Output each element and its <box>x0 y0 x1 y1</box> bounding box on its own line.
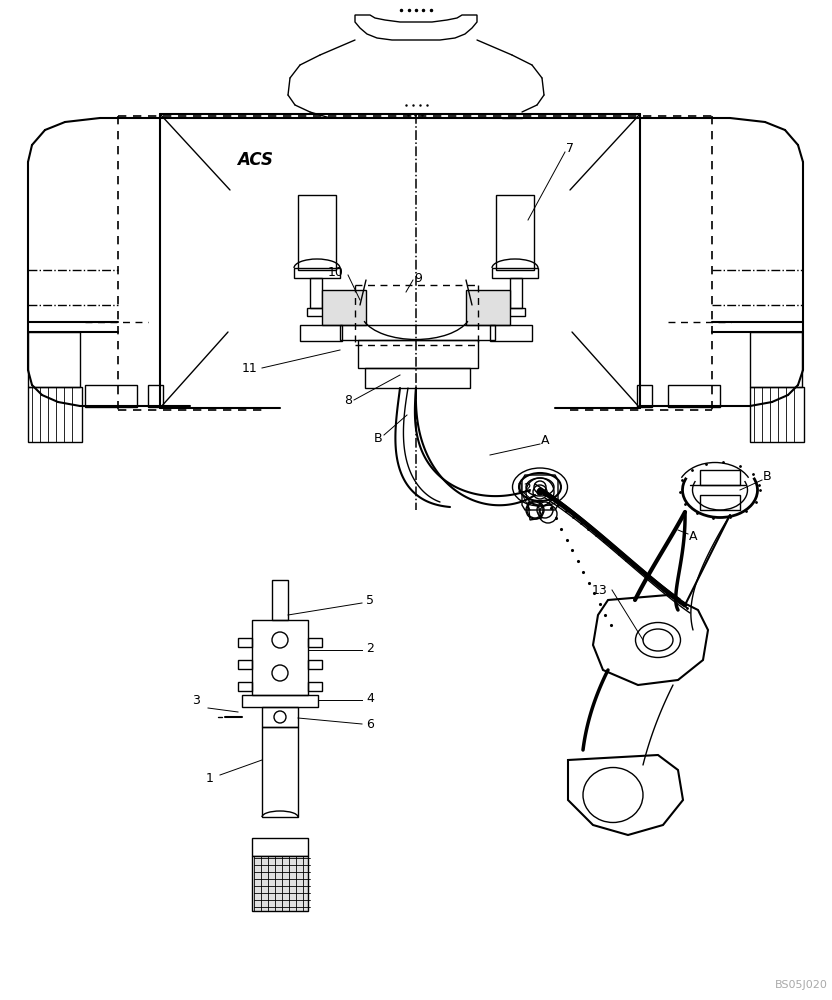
Text: 8: 8 <box>344 393 352 406</box>
Text: 3: 3 <box>192 694 200 706</box>
Bar <box>492 268 538 278</box>
Bar <box>262 707 298 727</box>
Bar <box>238 638 252 647</box>
Text: 4: 4 <box>366 692 374 704</box>
Bar <box>272 580 288 620</box>
Bar <box>298 195 336 270</box>
Bar <box>365 368 470 388</box>
Text: 5: 5 <box>366 593 374 606</box>
Bar <box>358 340 478 368</box>
Text: 7: 7 <box>566 141 574 154</box>
Bar <box>148 385 163 407</box>
Text: ACS: ACS <box>237 151 273 169</box>
Text: A: A <box>541 434 549 446</box>
Circle shape <box>537 489 543 495</box>
Bar <box>300 325 342 341</box>
Bar <box>637 385 652 407</box>
Bar <box>294 268 340 278</box>
Text: B: B <box>763 470 771 483</box>
Bar <box>750 332 802 387</box>
Bar <box>668 385 720 407</box>
Text: B: B <box>374 432 383 444</box>
Bar <box>340 325 495 340</box>
Bar <box>308 660 322 669</box>
Bar <box>496 195 534 270</box>
Bar <box>238 682 252 691</box>
Bar <box>507 308 525 316</box>
Bar <box>252 838 308 856</box>
Text: 2: 2 <box>366 642 374 654</box>
Bar <box>252 856 308 911</box>
Bar <box>700 495 740 510</box>
Text: 12: 12 <box>518 482 532 494</box>
Text: 10: 10 <box>328 265 344 278</box>
Bar <box>700 470 740 485</box>
Bar <box>308 638 322 647</box>
Bar <box>262 727 298 817</box>
Bar <box>510 278 522 308</box>
Text: 1: 1 <box>206 772 214 784</box>
Bar <box>750 387 804 442</box>
Bar <box>252 620 308 695</box>
Bar <box>308 682 322 691</box>
Bar <box>242 695 318 707</box>
Bar <box>490 325 532 341</box>
Bar <box>322 290 366 325</box>
Bar <box>310 278 322 308</box>
Text: 6: 6 <box>366 718 374 730</box>
Bar <box>238 660 252 669</box>
Text: 13: 13 <box>592 584 608 596</box>
Text: BS05J020: BS05J020 <box>775 980 828 990</box>
Text: A: A <box>689 530 697 542</box>
Bar <box>28 332 80 387</box>
Bar <box>307 308 325 316</box>
Bar <box>85 385 137 407</box>
Text: 9: 9 <box>414 271 422 284</box>
Text: 11: 11 <box>242 361 258 374</box>
Bar <box>28 387 82 442</box>
Bar <box>466 290 510 325</box>
